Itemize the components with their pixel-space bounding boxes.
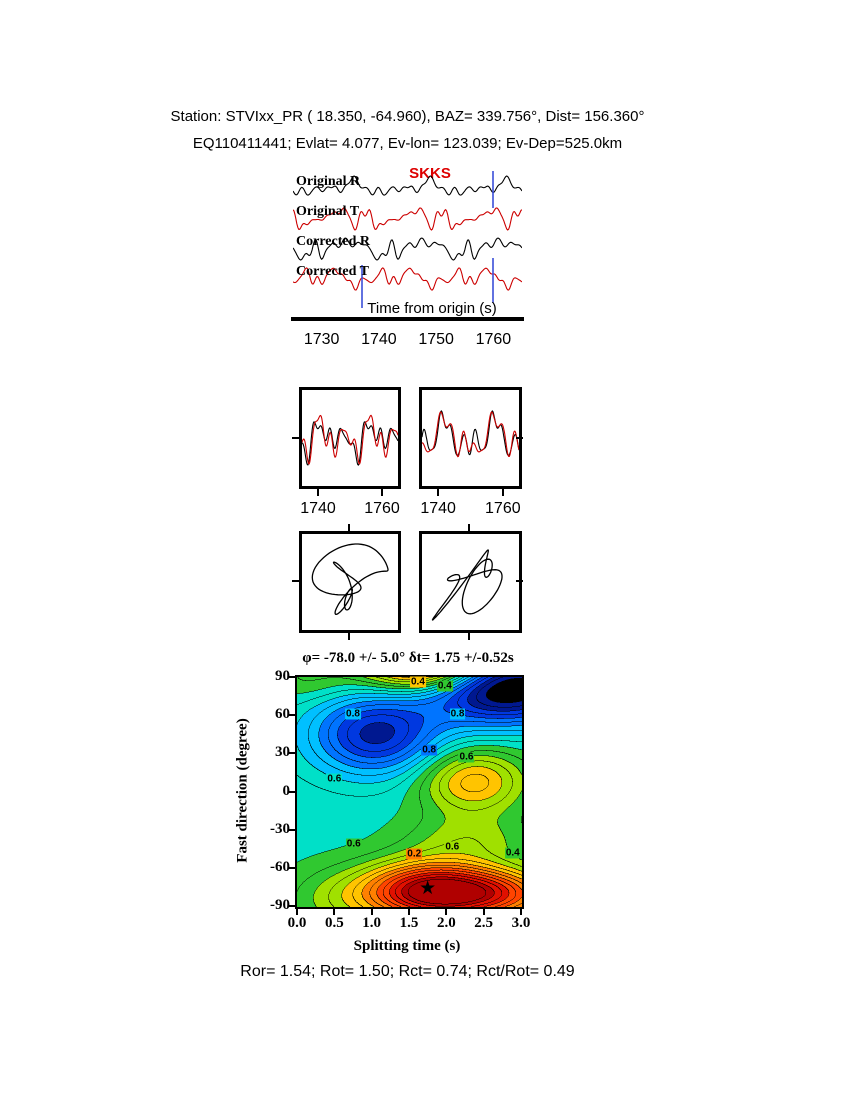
misfit-x-tick-label: 1.0 (362, 915, 382, 931)
contour-label: 0.6 (326, 773, 343, 785)
particle-motion-left (311, 543, 389, 615)
misfit-x-tick-label: 2.0 (436, 915, 456, 931)
particle-motion-curve (431, 549, 503, 621)
misfit-y-tick-mark (289, 828, 295, 831)
misfit-title: φ= -78.0 +/- 5.0° δt= 1.75 +/-0.52s (302, 650, 514, 666)
misfit-x-tick-label: 1.5 (399, 915, 419, 931)
window-tick-label: 1740 (300, 500, 336, 517)
window-trace-red (302, 414, 398, 465)
particle-motion-panel-right (419, 531, 522, 633)
misfit-contour-map (297, 677, 522, 907)
trace-label-original-r: Original R (296, 174, 361, 189)
trace-label-corrected-r: Corrected R (296, 234, 370, 249)
trace-3 (293, 267, 522, 291)
window-tick-mark (501, 489, 504, 496)
misfit-y-tick-label: -90 (270, 897, 290, 913)
misfit-y-tick-mark (289, 790, 295, 793)
seismogram-traces (293, 171, 522, 308)
best-solution-star: ★ (419, 877, 437, 899)
trace-label-corrected-t: Corrected T (296, 264, 369, 279)
misfit-y-tick-mark (289, 866, 295, 869)
misfit-y-tick-label: 60 (275, 706, 290, 723)
window-panel-right (419, 387, 522, 489)
contour-label: 0.4 (436, 680, 453, 692)
misfit-y-tick-mark (289, 752, 295, 755)
misfit-y-tick-mark (289, 905, 295, 907)
misfit-x-tick-mark (370, 909, 373, 915)
contour-label: 0.8 (449, 708, 466, 720)
particle-motion-panel-left (299, 531, 401, 633)
contour-label: 0.8 (421, 744, 438, 756)
time-axis-line (291, 317, 524, 321)
contour-label: 0.4 (410, 676, 426, 688)
trace-label-original-t: Original T (296, 204, 360, 219)
panel-tick-mark (348, 633, 350, 640)
panel-tick-mark (516, 437, 523, 439)
misfit-y-tick-label: 90 (275, 668, 290, 684)
panel-tick-mark (292, 437, 299, 439)
x-tick-label: 1730 (303, 331, 340, 348)
panel-tick-mark (348, 524, 350, 531)
misfit-x-tick-label: 2.5 (474, 915, 494, 931)
misfit-x-tick-mark (520, 909, 522, 915)
misfit-xlabel: Splitting time (s) (353, 938, 461, 954)
contour-label: 0.6 (444, 841, 461, 853)
misfit-x-tick-mark (296, 909, 298, 915)
contour-label: 0.4 (504, 847, 521, 859)
x-tick-label: 1750 (418, 331, 454, 348)
stats-line: Ror= 1.54; Rot= 1.50; Rct= 0.74; Rct/Rot… (240, 963, 575, 980)
window-tick-mark (317, 489, 319, 496)
trace-0 (293, 175, 522, 196)
window-tick-mark (437, 489, 440, 496)
x-tick-label: 1760 (475, 331, 512, 348)
misfit-x-tick-label: 3.0 (511, 915, 531, 931)
particle-motion-right (431, 549, 503, 621)
misfit-y-tick-label: 0 (282, 782, 291, 799)
contour-label: 0.2 (406, 848, 423, 860)
panel-tick-mark (468, 633, 470, 640)
misfit-x-tick-mark (408, 909, 410, 915)
misfit-y-tick-mark (289, 676, 295, 678)
misfit-y-tick-label: -30 (270, 820, 290, 837)
misfit-y-tick-mark (289, 714, 295, 717)
time-axis-title: Time from origin (s) (367, 300, 497, 317)
trace-2 (293, 237, 522, 261)
misfit-x-tick-mark (482, 909, 485, 915)
panel-tick-mark (468, 524, 470, 531)
misfit-x-tick-label: 0.5 (324, 915, 344, 931)
phase-label: SKKS (409, 165, 451, 182)
window-trace-black (422, 410, 519, 456)
window-traces-left (302, 414, 398, 466)
window-panel-left (299, 387, 401, 489)
trace-1 (293, 207, 522, 231)
misfit-x-tick-mark (445, 909, 448, 915)
x-tick-label: 1740 (361, 331, 397, 348)
contour-label: 0.8 (345, 708, 361, 720)
window-tick-label: 1740 (420, 500, 456, 517)
misfit-x-tick-mark (333, 909, 336, 915)
event-info-line: EQ110411441; Evlat= 4.077, Ev-lon= 123.0… (192, 135, 623, 152)
particle-motion-curve (311, 543, 389, 615)
window-traces-right (422, 410, 519, 458)
misfit-y-tick-label: 30 (275, 744, 290, 761)
window-tick-mark (381, 489, 383, 496)
misfit-x-tick-label: 0.0 (287, 915, 307, 931)
panel-tick-mark (516, 580, 523, 582)
contour-label: 0.6 (345, 838, 362, 850)
contour-label: 0.6 (458, 751, 475, 763)
panel-tick-mark (292, 580, 299, 582)
window-tick-label: 1760 (364, 500, 400, 517)
misfit-y-tick-label: -60 (270, 858, 290, 875)
window-tick-label: 1760 (485, 500, 521, 517)
station-info-line: Station: STVIxx_PR ( 18.350, -64.960), B… (170, 108, 645, 125)
misfit-frame (295, 675, 524, 909)
window-trace-red (422, 411, 519, 458)
